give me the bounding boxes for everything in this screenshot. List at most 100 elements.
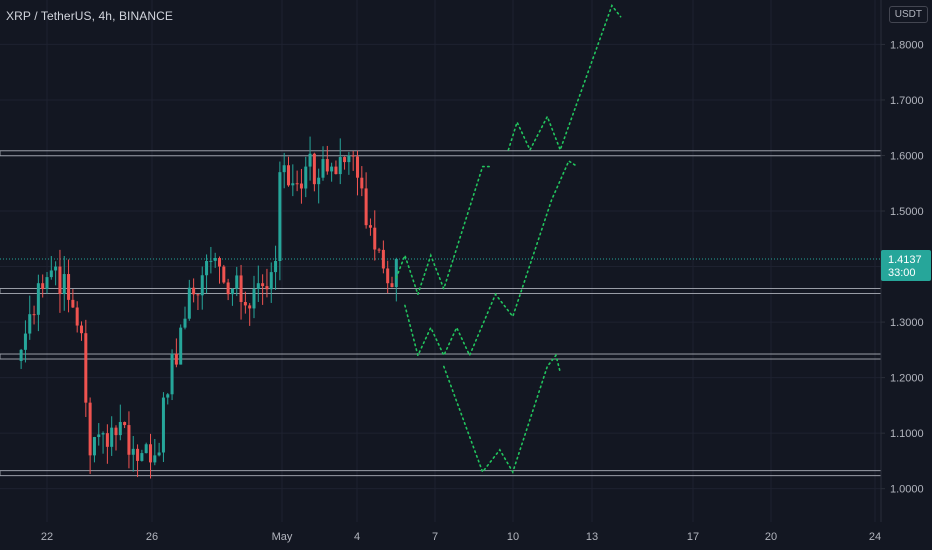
candle-body[interactable] [71, 299, 75, 308]
candle-body[interactable] [338, 157, 342, 175]
candle-body[interactable] [54, 266, 58, 271]
candle-body[interactable] [192, 287, 196, 295]
candle-body[interactable] [394, 258, 398, 288]
candle-body[interactable] [157, 452, 161, 456]
candle-body[interactable] [360, 177, 364, 189]
candle-body[interactable] [226, 282, 230, 295]
currency-badge[interactable]: USDT [888, 6, 928, 23]
candle-body[interactable] [209, 260, 213, 262]
candle-body[interactable] [312, 153, 316, 185]
candle-body[interactable] [217, 258, 222, 267]
candle-body[interactable] [166, 394, 170, 398]
candle-body[interactable] [200, 275, 204, 296]
time-tick-label: 13 [586, 531, 598, 543]
candle-body[interactable] [97, 434, 101, 438]
candle-body[interactable] [101, 433, 105, 435]
candle-body[interactable] [131, 448, 135, 455]
candle-body[interactable] [222, 266, 226, 283]
candle-body[interactable] [248, 305, 252, 309]
candle-body[interactable] [278, 172, 282, 261]
candle-body[interactable] [118, 422, 122, 436]
candle-body[interactable] [325, 159, 329, 172]
candle-body[interactable] [62, 274, 66, 295]
candle-body[interactable] [308, 153, 312, 167]
candle-body[interactable] [321, 159, 325, 178]
candle-body[interactable] [41, 283, 45, 290]
projection-path[interactable] [507, 3, 622, 153]
candle-body[interactable] [92, 437, 96, 456]
candle-body[interactable] [196, 294, 200, 296]
candle-body[interactable] [170, 353, 174, 395]
candle-body[interactable] [230, 288, 234, 295]
candle-body[interactable] [187, 287, 191, 319]
candle-body[interactable] [377, 249, 381, 251]
candle-body[interactable] [286, 165, 291, 186]
candle-body[interactable] [174, 353, 178, 365]
candle-body[interactable] [110, 427, 114, 447]
candle-body[interactable] [282, 165, 286, 173]
candle-body[interactable] [368, 225, 372, 228]
candle-body[interactable] [351, 155, 355, 157]
candle-body[interactable] [19, 349, 23, 361]
candle-body[interactable] [355, 156, 360, 178]
candle-body[interactable] [58, 266, 62, 295]
candle-body[interactable] [123, 422, 127, 426]
candle-body[interactable] [213, 258, 217, 261]
candle-body[interactable] [381, 249, 385, 269]
candle-body[interactable] [140, 453, 144, 461]
candle-body[interactable] [299, 183, 303, 189]
candles[interactable] [19, 136, 398, 479]
symbol-title[interactable]: XRP / TetherUS, 4h, BINANCE [6, 9, 173, 23]
candle-body[interactable] [252, 288, 256, 309]
candle-body[interactable] [144, 444, 148, 454]
candle-body[interactable] [79, 325, 84, 334]
candle-body[interactable] [265, 286, 269, 290]
projection-path[interactable] [404, 159, 579, 358]
candle-body[interactable] [28, 314, 32, 334]
candle-body[interactable] [136, 448, 140, 461]
candle-body[interactable] [330, 166, 334, 172]
candle-body[interactable] [36, 283, 40, 315]
candle-body[interactable] [179, 327, 183, 365]
candle-body[interactable] [148, 444, 153, 463]
candle-body[interactable] [373, 227, 377, 250]
candle-body[interactable] [205, 261, 209, 276]
candle-body[interactable] [386, 268, 390, 284]
candle-body[interactable] [23, 333, 27, 350]
candle-body[interactable] [295, 183, 299, 185]
candle-body[interactable] [269, 272, 273, 290]
candle-body[interactable] [235, 275, 239, 289]
candle-body[interactable] [105, 433, 109, 447]
projection-path[interactable] [442, 353, 562, 474]
candle-body[interactable] [183, 318, 187, 328]
candle-body[interactable] [317, 177, 321, 185]
candle-body[interactable] [243, 301, 247, 306]
candle-body[interactable] [88, 402, 92, 456]
candle-body[interactable] [114, 427, 118, 436]
candle-body[interactable] [67, 274, 71, 300]
candle-body[interactable] [45, 277, 49, 290]
candle-body[interactable] [75, 307, 79, 326]
time-axis[interactable]: 22 26 May 4 7 10 13 17 20 24 [41, 531, 881, 543]
candle-body[interactable] [49, 270, 53, 278]
candle-body[interactable] [347, 155, 351, 163]
candle-body[interactable] [84, 333, 88, 403]
candle-body[interactable] [127, 425, 131, 455]
candle-body[interactable] [274, 261, 278, 273]
candle-body[interactable] [161, 397, 165, 453]
candle-body[interactable] [364, 188, 368, 226]
projection-path[interactable] [395, 165, 493, 297]
candle-body[interactable] [304, 166, 308, 189]
candle-body[interactable] [261, 283, 265, 287]
candle-body[interactable] [390, 283, 394, 288]
candle-body[interactable] [153, 455, 157, 463]
candle-body[interactable] [256, 283, 260, 289]
projection-paths[interactable] [395, 3, 622, 474]
candle-body[interactable] [239, 275, 243, 302]
price-axis[interactable]: 1.80001.70001.60001.50001.40001.30001.20… [881, 39, 924, 496]
candle-body[interactable] [343, 157, 347, 163]
candle-body[interactable] [32, 314, 36, 316]
candle-body[interactable] [334, 166, 338, 175]
candle-body[interactable] [291, 183, 295, 186]
